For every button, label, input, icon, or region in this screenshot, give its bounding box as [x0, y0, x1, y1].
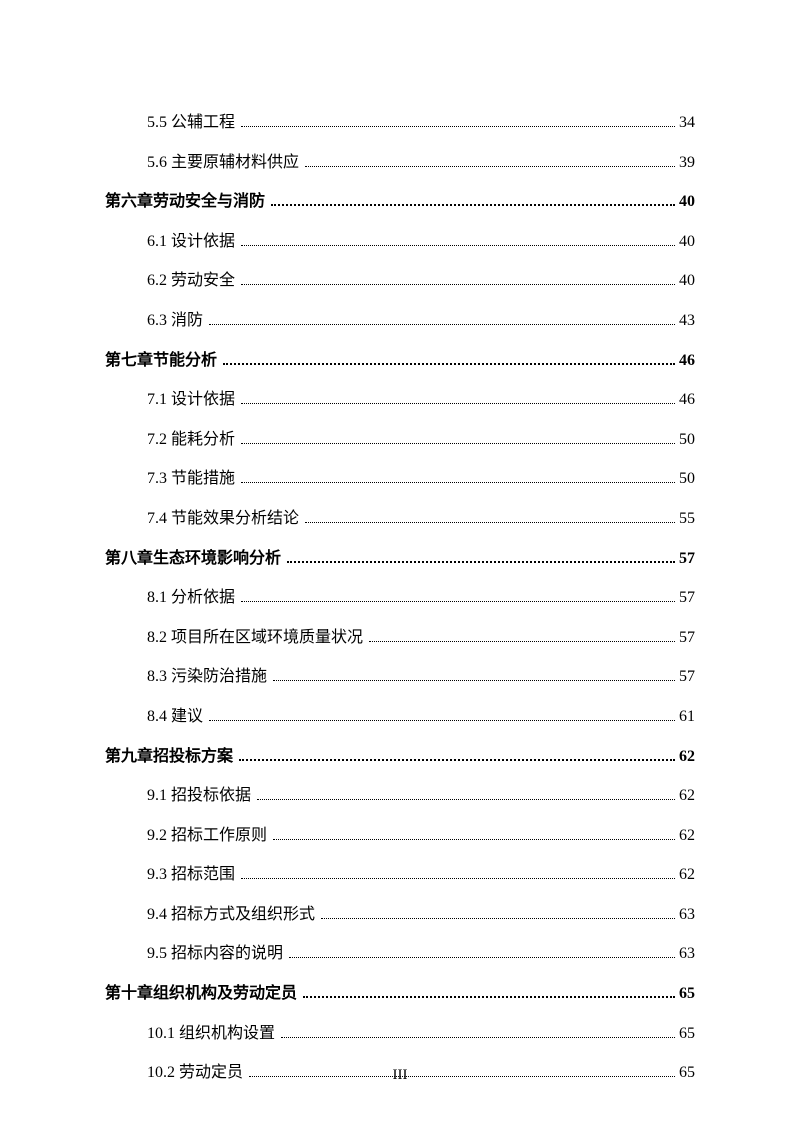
toc-leader-dots — [241, 245, 675, 246]
toc-label: 9.4 招标方式及组织形式 — [147, 902, 315, 928]
toc-section: 7.3 节能措施 50 — [147, 466, 695, 492]
toc-label: 9.1 招投标依据 — [147, 783, 251, 809]
toc-label: 7.1 设计依据 — [147, 387, 235, 413]
toc-section: 6.2 劳动安全 40 — [147, 268, 695, 294]
toc-section: 8.3 污染防治措施 57 — [147, 664, 695, 690]
table-of-contents: 5.5 公辅工程345.6 主要原辅材料供应39第六章劳动安全与消防406.1 … — [105, 110, 695, 1086]
toc-label: 8.1 分析依据 — [147, 585, 235, 611]
toc-leader-dots — [241, 403, 675, 404]
toc-leader-dots — [239, 759, 675, 761]
toc-label: 8.3 污染防治措施 — [147, 664, 267, 690]
toc-page-number: 62 — [679, 823, 695, 849]
toc-section: 8.4 建议 61 — [147, 704, 695, 730]
toc-chapter: 第九章招投标方案 62 — [105, 744, 695, 770]
toc-page-number: 57 — [679, 625, 695, 651]
toc-label: 5.5 公辅工程 — [147, 110, 235, 136]
toc-leader-dots — [241, 601, 675, 602]
toc-label: 9.2 招标工作原则 — [147, 823, 267, 849]
toc-page-number: 57 — [679, 664, 695, 690]
toc-section: 8.1 分析依据 57 — [147, 585, 695, 611]
toc-page-number: 57 — [679, 546, 695, 572]
toc-leader-dots — [223, 363, 675, 365]
toc-section: 5.5 公辅工程 34 — [147, 110, 695, 136]
toc-label: 第八章生态环境影响分析 — [105, 546, 281, 572]
toc-page-number: 46 — [679, 387, 695, 413]
toc-section: 7.1 设计依据 46 — [147, 387, 695, 413]
page-number: III — [0, 1067, 800, 1084]
toc-chapter: 第六章劳动安全与消防 40 — [105, 189, 695, 215]
toc-label: 7.2 能耗分析 — [147, 427, 235, 453]
toc-page-number: 34 — [679, 110, 695, 136]
toc-chapter: 第七章节能分析 46 — [105, 348, 695, 374]
toc-page-number: 39 — [679, 150, 695, 176]
toc-page-number: 63 — [679, 941, 695, 967]
toc-page-number: 65 — [679, 981, 695, 1007]
toc-label: 6.1 设计依据 — [147, 229, 235, 255]
toc-page-number: 63 — [679, 902, 695, 928]
toc-leader-dots — [287, 561, 675, 563]
toc-page-number: 40 — [679, 268, 695, 294]
toc-section: 7.2 能耗分析 50 — [147, 427, 695, 453]
toc-label: 第十章组织机构及劳动定员 — [105, 981, 297, 1007]
toc-page-number: 62 — [679, 862, 695, 888]
toc-page-number: 62 — [679, 783, 695, 809]
toc-leader-dots — [281, 1037, 675, 1038]
toc-label: 9.3 招标范围 — [147, 862, 235, 888]
toc-label: 6.2 劳动安全 — [147, 268, 235, 294]
toc-leader-dots — [289, 957, 675, 958]
toc-page-number: 57 — [679, 585, 695, 611]
toc-section: 6.3 消防 43 — [147, 308, 695, 334]
toc-section: 9.2 招标工作原则 62 — [147, 823, 695, 849]
toc-leader-dots — [321, 918, 675, 919]
toc-leader-dots — [273, 839, 675, 840]
toc-leader-dots — [241, 482, 675, 483]
toc-section: 6.1 设计依据 40 — [147, 229, 695, 255]
toc-page-number: 61 — [679, 704, 695, 730]
toc-section: 9.5 招标内容的说明 63 — [147, 941, 695, 967]
toc-chapter: 第八章生态环境影响分析 57 — [105, 546, 695, 572]
toc-label: 5.6 主要原辅材料供应 — [147, 150, 299, 176]
toc-page-number: 65 — [679, 1021, 695, 1047]
toc-leader-dots — [305, 166, 675, 167]
toc-chapter: 第十章组织机构及劳动定员 65 — [105, 981, 695, 1007]
toc-section: 10.1 组织机构设置 65 — [147, 1021, 695, 1047]
toc-label: 7.4 节能效果分析结论 — [147, 506, 299, 532]
toc-leader-dots — [369, 641, 675, 642]
toc-section: 8.2 项目所在区域环境质量状况 57 — [147, 625, 695, 651]
toc-leader-dots — [241, 443, 675, 444]
toc-leader-dots — [209, 720, 675, 721]
toc-leader-dots — [209, 324, 675, 325]
toc-section: 7.4 节能效果分析结论 55 — [147, 506, 695, 532]
toc-label: 9.5 招标内容的说明 — [147, 941, 283, 967]
toc-page-number: 40 — [679, 189, 695, 215]
toc-leader-dots — [241, 126, 675, 127]
toc-leader-dots — [273, 680, 675, 681]
toc-page-number: 40 — [679, 229, 695, 255]
toc-leader-dots — [271, 204, 675, 206]
toc-label: 8.4 建议 — [147, 704, 203, 730]
toc-page-number: 46 — [679, 348, 695, 374]
toc-label: 第七章节能分析 — [105, 348, 217, 374]
toc-leader-dots — [241, 284, 675, 285]
toc-page-number: 43 — [679, 308, 695, 334]
toc-section: 9.3 招标范围 62 — [147, 862, 695, 888]
toc-section: 9.1 招投标依据 62 — [147, 783, 695, 809]
toc-leader-dots — [241, 878, 675, 879]
toc-section: 5.6 主要原辅材料供应 39 — [147, 150, 695, 176]
toc-leader-dots — [305, 522, 675, 523]
toc-page-number: 62 — [679, 744, 695, 770]
toc-leader-dots — [303, 996, 675, 998]
toc-section: 9.4 招标方式及组织形式 63 — [147, 902, 695, 928]
toc-page-number: 55 — [679, 506, 695, 532]
toc-label: 第六章劳动安全与消防 — [105, 189, 265, 215]
toc-page-number: 50 — [679, 466, 695, 492]
toc-label: 6.3 消防 — [147, 308, 203, 334]
toc-label: 7.3 节能措施 — [147, 466, 235, 492]
toc-label: 第九章招投标方案 — [105, 744, 233, 770]
toc-label: 8.2 项目所在区域环境质量状况 — [147, 625, 363, 651]
toc-leader-dots — [257, 799, 675, 800]
toc-page-number: 50 — [679, 427, 695, 453]
toc-label: 10.1 组织机构设置 — [147, 1021, 275, 1047]
